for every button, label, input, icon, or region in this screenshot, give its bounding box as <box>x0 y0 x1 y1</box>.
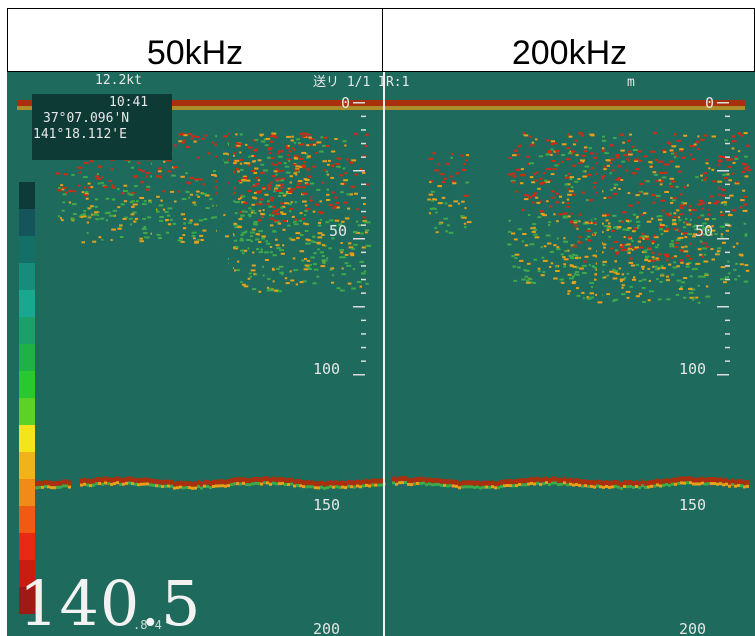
depth-tick-0-10 <box>353 238 365 240</box>
surface-line-glow <box>17 106 745 110</box>
depth-tick-1-18 <box>725 346 730 349</box>
time-readout: 10:41 <box>109 95 149 110</box>
sub-readout: .8 4 <box>133 618 162 632</box>
depth-label-0-left: 0 <box>341 94 351 112</box>
depth-tick-1-17 <box>725 333 730 335</box>
color-scale-segment-3 <box>19 263 35 290</box>
depth-tick-1-10 <box>717 238 729 240</box>
color-scale-segment-7 <box>19 371 35 398</box>
depth-tick-0-2 <box>361 129 366 131</box>
depth-tick-0-14 <box>361 292 366 294</box>
depth-tick-1-4 <box>725 156 730 158</box>
echogram-display <box>17 72 752 636</box>
depth-tick-0-12 <box>361 265 366 267</box>
color-scale-segment-9 <box>19 425 35 452</box>
freq-label-200khz: 200kHz <box>511 34 628 72</box>
depth-label-150-right: 150 <box>679 496 707 514</box>
depth-label-50-left: 50 <box>329 222 348 240</box>
color-scale-segment-1 <box>19 209 35 236</box>
depth-tick-1-11 <box>725 251 730 254</box>
depth-tick-1-9 <box>725 224 730 226</box>
speed-readout: 12.2kt <box>95 73 142 88</box>
depth-tick-0-3 <box>361 142 366 145</box>
depth-label-200-left: 200 <box>313 620 341 636</box>
color-scale-segment-15 <box>19 587 35 614</box>
color-scale-segment-13 <box>19 533 35 560</box>
depth-tick-1-5 <box>717 170 729 172</box>
depth-tick-1-7 <box>725 197 730 199</box>
depth-tick-0-4 <box>361 156 366 158</box>
depth-tick-1-20 <box>717 374 729 376</box>
dropout-gap-2 <box>229 127 233 297</box>
depth-tick-0-19 <box>361 360 366 362</box>
frequency-header: 50kHz 200kHz <box>7 8 755 73</box>
depth-tick-0-9 <box>361 224 366 226</box>
depth-tick-1-1 <box>725 115 730 118</box>
depth-tick-1-14 <box>725 292 730 294</box>
depth-tick-1-2 <box>725 129 730 131</box>
fish-school-right-0 <box>427 152 472 234</box>
color-scale-segment-5 <box>19 317 35 344</box>
depth-tick-0-5 <box>353 170 365 172</box>
dropout-gap-1 <box>217 127 223 297</box>
depth-tick-0-13 <box>361 278 366 281</box>
depth-tick-0-11 <box>361 251 366 254</box>
depth-label-100-left: 100 <box>313 360 341 378</box>
color-scale-segment-14 <box>19 560 35 587</box>
color-scale-segment-6 <box>19 344 35 371</box>
echogram-screen: 12.2kt 送リ 1/1 IR:1 m 10:41 37°07.096'N 1… <box>7 72 755 636</box>
depth-label-0-right: 0 <box>705 94 715 112</box>
bottom-depth-readout: 140.5 <box>19 567 202 636</box>
depth-tick-1-13 <box>725 278 730 281</box>
latitude-readout: 37°07.096'N <box>43 111 130 126</box>
surface-line <box>17 100 745 106</box>
depth-label-50-right: 50 <box>695 222 714 240</box>
depth-tick-0-20 <box>353 374 365 376</box>
depth-tick-0-15 <box>353 306 365 308</box>
depth-label-100-right: 100 <box>679 360 707 378</box>
depth-tick-1-16 <box>725 319 730 322</box>
color-scale-segment-2 <box>19 236 35 263</box>
color-scale-segment-0 <box>19 182 35 209</box>
color-scale-segment-10 <box>19 452 35 479</box>
color-scale-segment-12 <box>19 506 35 533</box>
panel-divider <box>383 72 385 636</box>
depth-tick-1-3 <box>725 142 730 145</box>
depth-tick-1-6 <box>725 183 730 186</box>
mode-status: 送リ 1/1 IR:1 <box>313 75 410 90</box>
fish-school-right-2 <box>567 212 711 304</box>
depth-tick-0-17 <box>361 333 366 335</box>
depth-label-150-left: 150 <box>313 496 341 514</box>
color-scale-segment-11 <box>19 479 35 506</box>
depth-tick-0-18 <box>361 346 366 349</box>
seabed-echo <box>35 476 749 490</box>
unit-label: m <box>627 75 635 90</box>
depth-tick-0-1 <box>361 115 366 118</box>
freq-label-50khz: 50kHz <box>146 34 244 72</box>
depth-tick-0-8 <box>361 210 366 213</box>
color-scale-segment-4 <box>19 290 35 317</box>
depth-tick-0-0 <box>353 102 365 104</box>
depth-tick-1-8 <box>725 210 730 213</box>
dropout-gap-3 <box>597 127 602 297</box>
depth-tick-0-16 <box>361 319 366 322</box>
depth-label-200-right: 200 <box>679 620 707 636</box>
depth-tick-1-19 <box>725 360 730 362</box>
position-panel <box>32 94 172 160</box>
depth-tick-0-6 <box>361 183 366 186</box>
depth-tick-1-0 <box>717 102 729 104</box>
depth-tick-1-12 <box>725 265 730 267</box>
fish-school-left-2 <box>55 172 100 224</box>
depth-tick-1-15 <box>717 306 729 308</box>
dropout-gap-0 <box>152 127 156 297</box>
header-divider <box>382 9 383 73</box>
fish-school-right-1 <box>507 132 752 284</box>
fish-school-left-1 <box>227 132 372 293</box>
depth-tick-0-7 <box>361 197 366 199</box>
color-scale-segment-8 <box>19 398 35 425</box>
longitude-readout: 141°18.112'E <box>33 127 127 142</box>
